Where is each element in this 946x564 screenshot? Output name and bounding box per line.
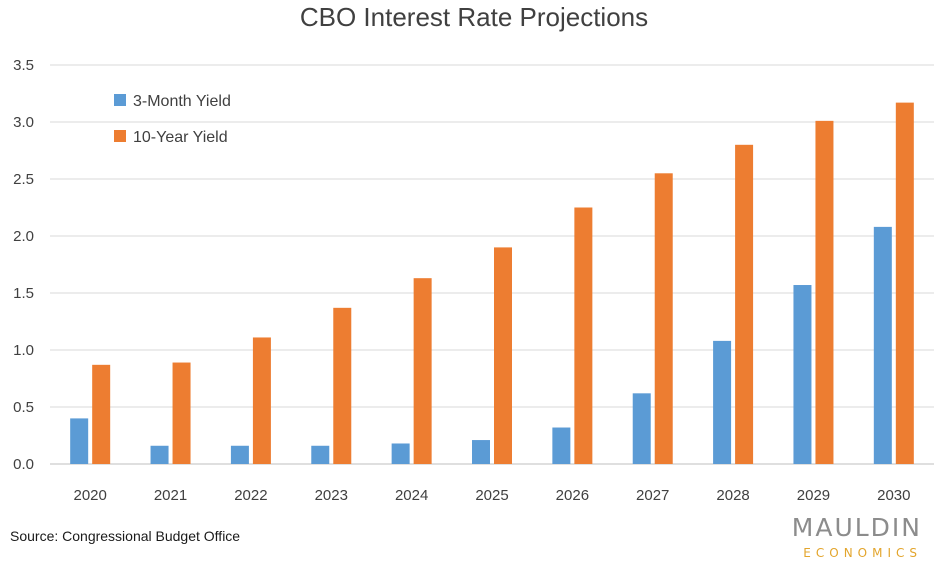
bar-10-year [92,364,111,464]
bar-3-month [311,445,330,464]
bar-10-year [815,120,834,465]
y-tick-label: 0.5 [13,399,34,416]
y-tick-label: 1.5 [13,285,34,302]
y-tick-label: 0.0 [13,456,34,473]
legend-label: 10-Year Yield [133,129,228,146]
x-tick-label: 2021 [154,487,187,504]
gridlines [50,64,934,408]
chart-title: CBO Interest Rate Projections [300,2,648,32]
bar-10-year [494,247,512,464]
y-tick-label: 3.5 [13,57,34,74]
mauldin-economics-logo: MAULDIN ECONOMICS [792,513,922,560]
x-tick-label: 2027 [636,487,669,504]
bar-3-month [632,393,651,464]
bar-10-year [413,278,432,464]
bar-10-year [735,144,754,465]
x-tick-label: 2026 [556,487,589,504]
x-tick-label: 2030 [877,487,910,504]
logo-economics-text: ECONOMICS [803,546,922,560]
x-tick-label: 2028 [716,487,749,504]
logo-mauldin-text: MAULDIN [792,513,922,542]
bar-10-year [252,337,271,464]
x-tick-label: 2023 [315,487,348,504]
x-tick-label: 2025 [475,487,508,504]
bar-3-month [552,427,571,464]
y-tick-label: 1.0 [13,342,34,359]
bar-3-month [472,440,490,464]
y-tick-label: 3.0 [13,114,34,131]
y-tick-label: 2.5 [13,171,34,188]
bar-10-year [333,307,352,464]
x-tick-label: 2029 [797,487,830,504]
bar-3-month [230,445,249,464]
bars [70,102,914,465]
x-tick-label: 2020 [73,487,106,504]
y-tick-label: 2.0 [13,228,34,245]
bar-10-year [654,173,673,465]
bar-3-month [793,285,812,464]
legend: 3-Month Yield 10-Year Yield [114,93,231,146]
legend-label: 3-Month Yield [133,93,231,110]
bar-3-month [873,226,892,464]
bar-10-year [895,102,914,465]
axes: 0.0 0.5 1.0 1.5 2.0 2.5 3.0 3.5 2020 2021 2022 2023… [13,57,934,504]
source-note: Source: Congressional Budget Office [10,528,240,544]
bar-10-year [172,362,191,464]
bar-3-month [70,418,89,464]
x-tick-label: 2024 [395,487,428,504]
bar-3-month [391,443,410,464]
bar-3-month [713,340,732,464]
legend-swatch [114,94,126,106]
bar-3-month [150,445,169,464]
bar-10-year [574,207,593,464]
legend-swatch [114,130,126,142]
x-tick-label: 2022 [234,487,267,504]
